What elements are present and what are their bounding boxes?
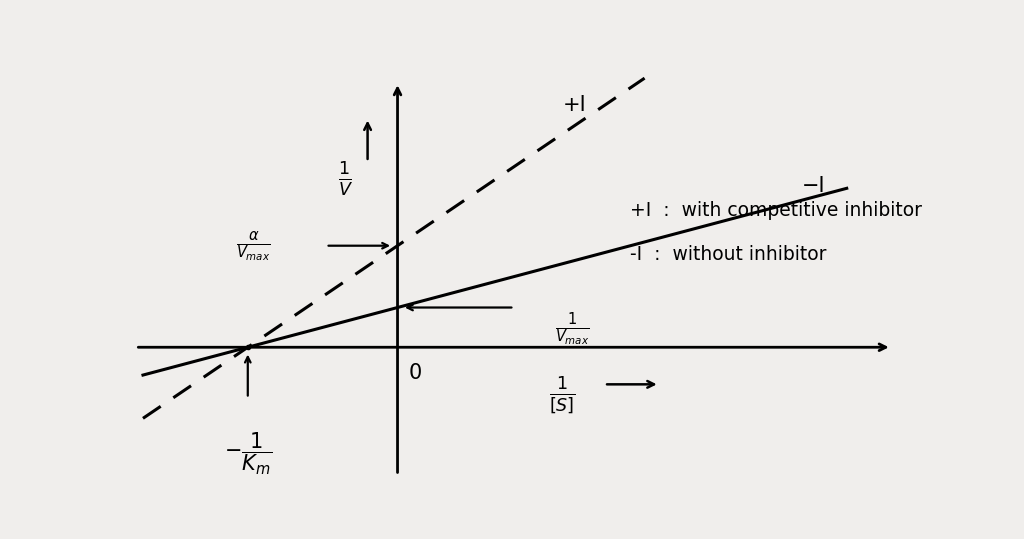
- Text: +I: +I: [562, 95, 586, 115]
- Text: +I  :  with competitive inhibitor: +I : with competitive inhibitor: [630, 201, 922, 220]
- Text: $-\dfrac{1}{K_m}$: $-\dfrac{1}{K_m}$: [224, 431, 271, 477]
- Text: −I: −I: [802, 176, 825, 196]
- Text: $\frac{\alpha}{V_{max}}$: $\frac{\alpha}{V_{max}}$: [236, 229, 270, 262]
- Text: $\frac{1}{V}$: $\frac{1}{V}$: [338, 161, 352, 198]
- Text: 0: 0: [409, 363, 422, 383]
- Text: $\frac{1}{[S]}$: $\frac{1}{[S]}$: [549, 376, 575, 416]
- Text: -I  :  without inhibitor: -I : without inhibitor: [630, 245, 826, 264]
- Text: $\frac{1}{V_{max}}$: $\frac{1}{V_{max}}$: [555, 311, 590, 348]
